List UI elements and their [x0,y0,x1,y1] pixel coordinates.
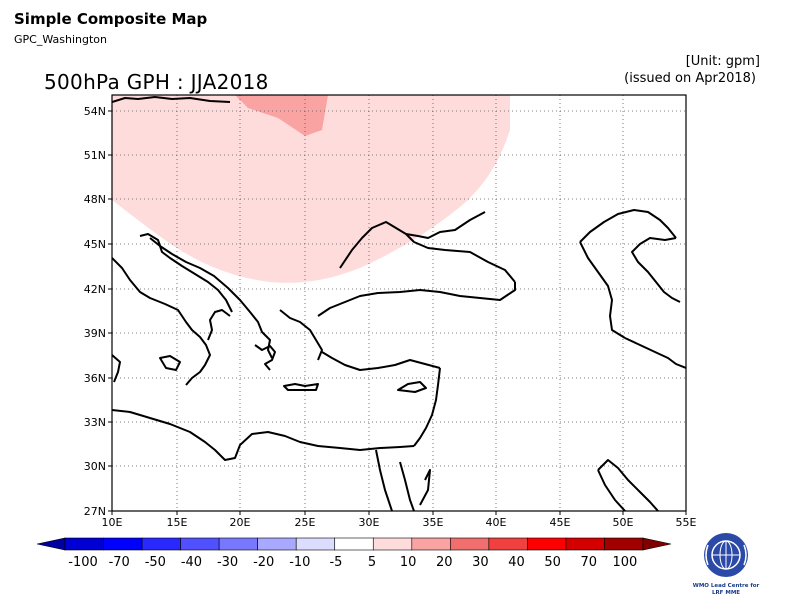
lon-tick-label: 10E [102,516,123,529]
colorbar-label: 30 [472,555,489,570]
page-subtitle: GPC_Washington [14,33,107,46]
colorbar-end-left [36,537,66,551]
lon-tick-label: 35E [423,516,444,529]
colorbar-label: -20 [253,555,274,570]
colorbar-label: -10 [289,555,310,570]
colorbar-box [295,537,336,551]
colorbar-label: 40 [508,555,525,570]
anomaly-region-light [112,95,510,283]
lon-tick-label: 30E [359,516,380,529]
colorbar-box [257,537,297,551]
colorbar-label: 100 [613,555,638,570]
colorbar-box [604,537,644,551]
colorbar-box [180,537,220,551]
gridlines [112,95,686,511]
colorbar-box [141,537,181,551]
map-title: 500hPa GPH : JJA2018 [44,70,269,94]
lat-tick-label: 54N [84,105,106,118]
lat-tick-label: 27N [84,505,106,518]
lon-tick-label: 25E [295,516,316,529]
colorbar-box [450,537,490,551]
colorbar-label: -5 [329,555,342,570]
colorbar-box [103,537,143,551]
colorbar-box [218,537,258,551]
colorbar-end-right [642,537,672,551]
colorbar-box [411,537,451,551]
colorbar-label: -70 [109,555,130,570]
lat-tick-label: 48N [84,193,106,206]
coastlines [112,96,686,511]
colorbar-label: 70 [581,555,598,570]
issued-label: (issued on Apr2018) [624,71,756,86]
lat-tick-label: 42N [84,283,106,296]
anomaly-region-medium [235,95,328,136]
unit-label: [Unit: gpm] [685,54,760,69]
colorbar-box [527,537,567,551]
logo-caption-line1: WMO Lead Centre for [692,583,760,589]
colorbar-label: -100 [68,555,98,570]
colorbar-label: -40 [181,555,202,570]
lon-tick-label: 50E [613,516,634,529]
colorbar [36,537,672,551]
colorbar-box [64,537,104,551]
colorbar-label: -30 [217,555,238,570]
colorbar-labels: -100 -70 -50 -40 -30 -20 -10 -5 5 10 20 30 40 50 70 100 [68,555,637,570]
lat-tick-label: 39N [84,327,106,340]
colorbar-label: -50 [145,555,166,570]
colorbar-label: 50 [544,555,561,570]
lon-tick-label: 55E [676,516,697,529]
anomaly-shading [112,95,510,283]
colorbar-box [334,537,374,551]
lat-tick-label: 33N [84,416,106,429]
colorbar-label: 10 [400,555,417,570]
logo-caption-line2: LRF MME [711,590,741,596]
colorbar-box [372,537,413,551]
lon-tick-label: 15E [167,516,188,529]
lon-tick-label: 20E [230,516,251,529]
plot-frame [111,94,687,512]
lon-tick-label: 40E [486,516,507,529]
lat-tick-label: 30N [84,460,106,473]
lat-tick-label: 45N [84,238,106,251]
wmo-logo [704,533,748,577]
lat-tick-label: 36N [84,372,106,385]
lon-tick-label: 45E [550,516,571,529]
page-title: Simple Composite Map [14,10,208,28]
colorbar-label: 5 [368,555,376,570]
axis-ticks [108,110,687,515]
colorbar-label: 20 [436,555,453,570]
lat-tick-label: 51N [84,149,106,162]
colorbar-box [488,537,528,551]
colorbar-box [565,537,605,551]
